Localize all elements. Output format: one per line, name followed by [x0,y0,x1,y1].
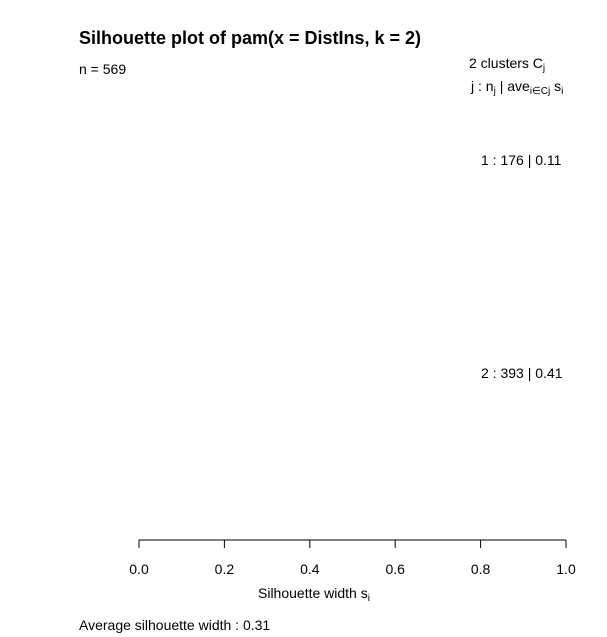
cluster-1-label: 1 : 176 | 0.11 [481,152,562,168]
legend-header-col-c: s [550,78,562,94]
legend-header-col-sub-i: i∈Cj [529,86,551,97]
x-tick-label: 0.8 [471,561,491,577]
x-axis-label-text: Silhouette width s [258,585,368,601]
legend-header-col-sub-s: i [561,86,564,97]
legend-header-clusters: 2 clusters Cj [469,55,545,74]
x-tick-label: 0.0 [129,561,149,577]
legend-header-col-sub-j: j [493,86,496,97]
x-tick-label: 0.6 [385,561,405,577]
x-axis-label: Silhouette width si [258,585,370,604]
legend-header-clusters-text: 2 clusters C [469,55,543,71]
legend-header-col-a: j : n [471,78,494,94]
legend-header-col-b: | ave [495,78,530,94]
legend-header-clusters-sub: j [542,63,546,74]
x-tick-label: 1.0 [556,561,576,577]
x-axis-label-sub: i [367,593,370,604]
legend-header-columns: j : nj | avei∈Cj si [471,78,563,97]
sample-size-label: n = 569 [79,61,127,77]
cluster-2-label: 2 : 393 | 0.41 [481,365,563,381]
chart-title: Silhouette plot of pam(x = DistIns, k = … [79,28,422,48]
x-tick-label: 0.4 [300,561,320,577]
x-tick-label: 0.2 [215,561,235,577]
average-silhouette-width: Average silhouette width : 0.31 [79,617,271,633]
